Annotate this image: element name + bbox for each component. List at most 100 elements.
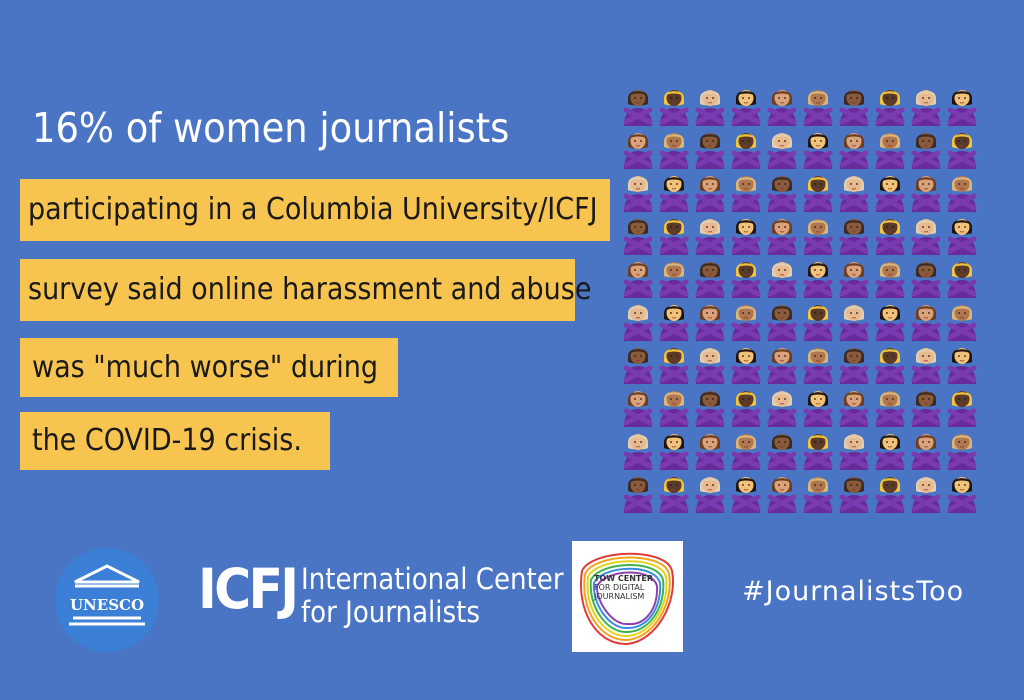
- person-gesturing-no-icon: [947, 133, 977, 169]
- person-gesturing-no-icon: [875, 133, 905, 169]
- person-gesturing-no-icon: [911, 391, 941, 427]
- person-gesturing-no-icon: [875, 305, 905, 341]
- person-gesturing-no-icon: [803, 133, 833, 169]
- person-gesturing-no-icon: [623, 176, 653, 212]
- person-gesturing-no-icon: [659, 434, 689, 470]
- person-gesturing-no-icon: [875, 262, 905, 298]
- person-gesturing-no-icon: [623, 305, 653, 341]
- person-gesturing-no-icon: [911, 219, 941, 255]
- person-gesturing-no-icon: [803, 477, 833, 513]
- unesco-logo: UNESCO: [55, 548, 159, 652]
- person-gesturing-no-icon: [911, 262, 941, 298]
- person-gesturing-no-icon: [731, 90, 761, 126]
- tow-logo-line-3: JOURNALISM: [593, 592, 644, 601]
- person-gesturing-no-icon: [623, 434, 653, 470]
- person-gesturing-no-icon: [659, 391, 689, 427]
- person-gesturing-no-icon: [875, 477, 905, 513]
- tow-center-logo: TOW CENTER FOR DIGITAL JOURNALISM: [572, 541, 683, 652]
- icfj-name-line-2: for Journalists: [301, 595, 480, 629]
- person-gesturing-no-icon: [623, 90, 653, 126]
- person-gesturing-no-icon: [803, 90, 833, 126]
- person-gesturing-no-icon: [767, 305, 797, 341]
- person-gesturing-no-icon: [875, 219, 905, 255]
- person-gesturing-no-icon: [839, 133, 869, 169]
- person-gesturing-no-icon: [875, 348, 905, 384]
- person-gesturing-no-icon: [695, 434, 725, 470]
- icfj-name-line-1: International Center: [301, 562, 564, 596]
- person-gesturing-no-icon: [659, 90, 689, 126]
- person-gesturing-no-icon: [839, 305, 869, 341]
- highlight-line-3: was "much worse" during: [20, 338, 398, 397]
- person-gesturing-no-icon: [875, 90, 905, 126]
- person-gesturing-no-icon: [695, 391, 725, 427]
- person-gesturing-no-icon: [695, 348, 725, 384]
- person-gesturing-no-icon: [695, 90, 725, 126]
- person-gesturing-no-icon: [623, 262, 653, 298]
- person-gesturing-no-icon: [731, 391, 761, 427]
- person-gesturing-no-icon: [839, 219, 869, 255]
- person-gesturing-no-icon: [659, 219, 689, 255]
- person-gesturing-no-icon: [911, 305, 941, 341]
- person-gesturing-no-icon: [623, 348, 653, 384]
- person-gesturing-no-icon: [911, 434, 941, 470]
- person-gesturing-no-icon: [875, 434, 905, 470]
- person-gesturing-no-icon: [803, 391, 833, 427]
- person-gesturing-no-icon: [947, 305, 977, 341]
- person-gesturing-no-icon: [803, 176, 833, 212]
- person-gesturing-no-icon: [695, 219, 725, 255]
- person-gesturing-no-icon: [731, 262, 761, 298]
- person-gesturing-no-icon: [767, 90, 797, 126]
- person-gesturing-no-icon: [839, 391, 869, 427]
- person-gesturing-no-icon: [731, 133, 761, 169]
- person-gesturing-no-icon: [803, 348, 833, 384]
- person-gesturing-no-icon: [803, 219, 833, 255]
- person-gesturing-no-icon: [731, 305, 761, 341]
- person-gesturing-no-icon: [731, 434, 761, 470]
- headline: 16% of women journalists: [32, 104, 510, 152]
- person-gesturing-no-icon: [767, 348, 797, 384]
- highlight-line-1: participating in a Columbia University/I…: [20, 179, 610, 241]
- person-gesturing-no-icon: [695, 176, 725, 212]
- person-gesturing-no-icon: [731, 477, 761, 513]
- person-gesturing-no-icon: [695, 262, 725, 298]
- emoji-grid: [620, 83, 980, 513]
- person-gesturing-no-icon: [947, 219, 977, 255]
- person-gesturing-no-icon: [767, 262, 797, 298]
- person-gesturing-no-icon: [839, 348, 869, 384]
- tow-logo-line-2: FOR DIGITAL: [594, 583, 645, 592]
- person-gesturing-no-icon: [839, 262, 869, 298]
- person-gesturing-no-icon: [803, 434, 833, 470]
- person-gesturing-no-icon: [911, 477, 941, 513]
- person-gesturing-no-icon: [875, 176, 905, 212]
- person-gesturing-no-icon: [695, 305, 725, 341]
- person-gesturing-no-icon: [695, 477, 725, 513]
- person-gesturing-no-icon: [839, 176, 869, 212]
- emoji-grid-panel: [610, 71, 1015, 517]
- person-gesturing-no-icon: [623, 133, 653, 169]
- tow-logo-line-1: TOW CENTER: [594, 574, 653, 583]
- highlight-line-2: survey said online harassment and abuse: [20, 259, 591, 321]
- person-gesturing-no-icon: [659, 133, 689, 169]
- person-gesturing-no-icon: [731, 176, 761, 212]
- person-gesturing-no-icon: [623, 391, 653, 427]
- person-gesturing-no-icon: [623, 477, 653, 513]
- person-gesturing-no-icon: [839, 477, 869, 513]
- person-gesturing-no-icon: [803, 262, 833, 298]
- person-gesturing-no-icon: [659, 348, 689, 384]
- person-gesturing-no-icon: [767, 133, 797, 169]
- person-gesturing-no-icon: [731, 348, 761, 384]
- person-gesturing-no-icon: [947, 477, 977, 513]
- hashtag: #JournalistsToo: [742, 576, 965, 607]
- person-gesturing-no-icon: [623, 219, 653, 255]
- person-gesturing-no-icon: [767, 219, 797, 255]
- person-gesturing-no-icon: [659, 477, 689, 513]
- person-gesturing-no-icon: [659, 262, 689, 298]
- person-gesturing-no-icon: [767, 477, 797, 513]
- highlight-line-4: the COVID-19 crisis.: [20, 412, 330, 470]
- person-gesturing-no-icon: [767, 176, 797, 212]
- unesco-logo-text: UNESCO: [70, 596, 144, 614]
- person-gesturing-no-icon: [947, 434, 977, 470]
- person-gesturing-no-icon: [947, 348, 977, 384]
- person-gesturing-no-icon: [767, 434, 797, 470]
- person-gesturing-no-icon: [911, 176, 941, 212]
